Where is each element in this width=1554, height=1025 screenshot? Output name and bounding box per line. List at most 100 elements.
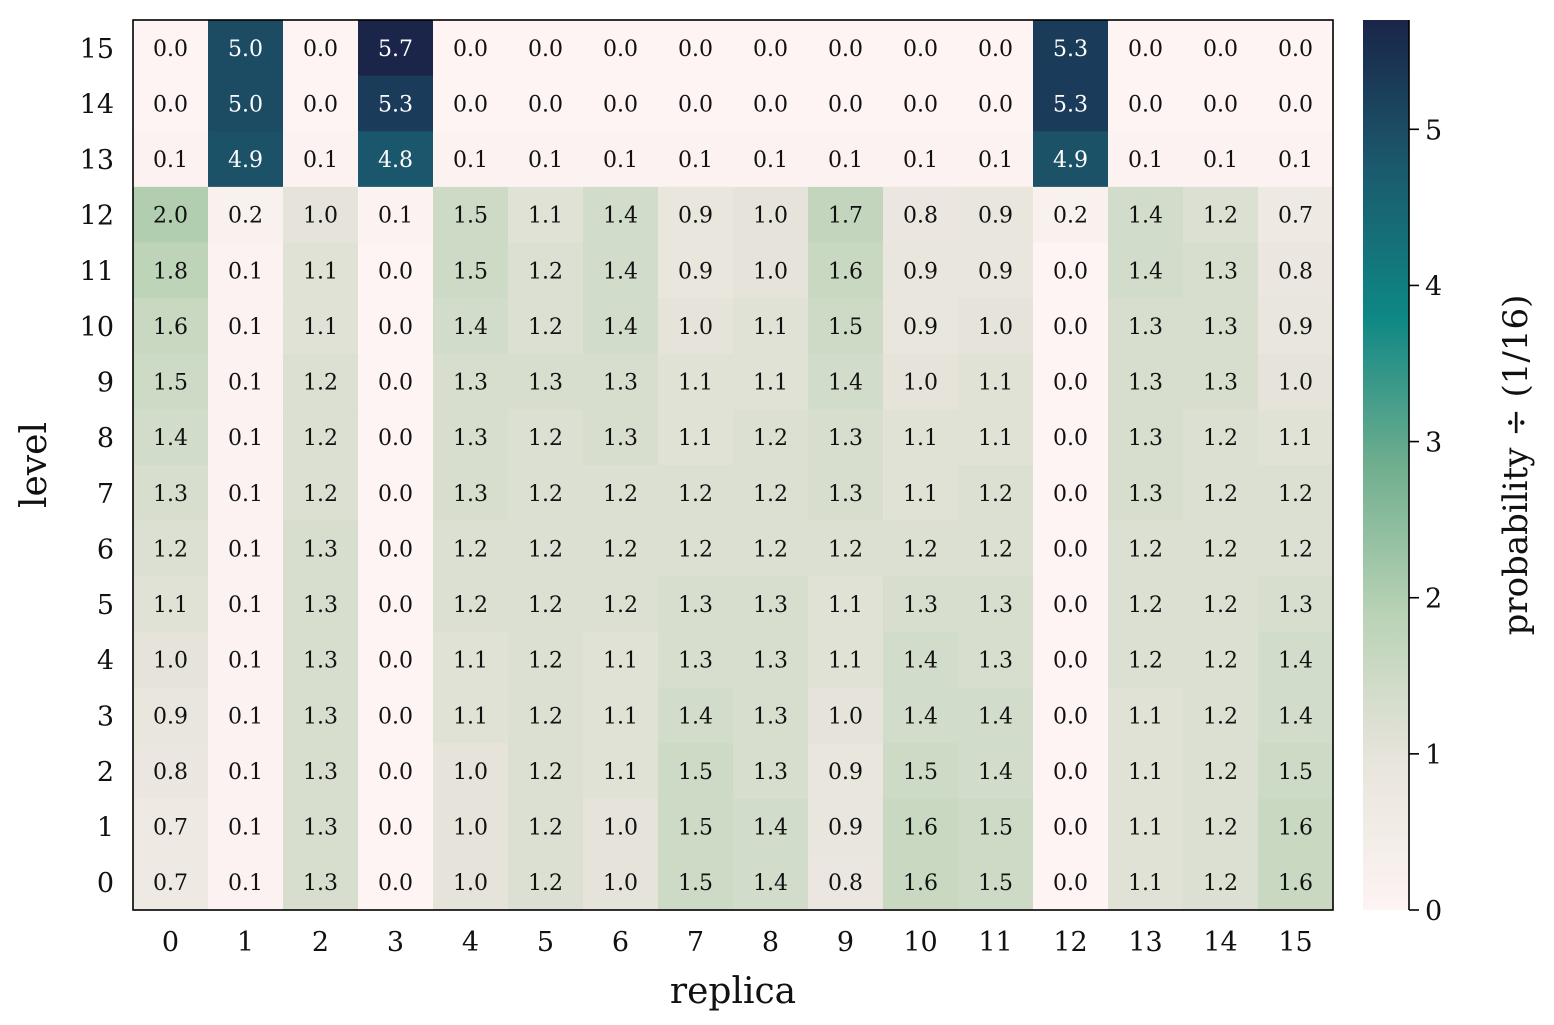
heatmap-cell (583, 186, 659, 244)
heatmap-cell (1183, 520, 1259, 577)
cell-value-label: 0.0 (1203, 92, 1238, 117)
heatmap-cell (208, 576, 284, 633)
cell-value-label: 0.0 (528, 92, 563, 117)
heatmap-cell (358, 75, 434, 132)
cell-value-label: 0.1 (828, 148, 863, 173)
heatmap-cell (958, 353, 1034, 410)
heatmap-cell (958, 186, 1034, 244)
cell-value-label: 1.1 (603, 649, 638, 674)
heatmap-cell (133, 353, 209, 410)
colorbar-title: probability ÷ (1/16) (1496, 295, 1536, 636)
cell-value-label: 1.6 (153, 315, 188, 340)
heatmap-cell (1108, 854, 1184, 911)
cell-value-label: 1.4 (903, 704, 938, 729)
heatmap-cell (958, 131, 1034, 188)
heatmap-cell (883, 75, 959, 132)
heatmap-cell (283, 131, 359, 188)
cell-value-label: 1.1 (603, 704, 638, 729)
heatmap-cell (808, 687, 884, 744)
cell-value-label: 5.0 (228, 92, 263, 117)
heatmap-cell (208, 353, 284, 410)
heatmap-cell (883, 20, 959, 77)
cell-value-label: 0.1 (228, 871, 263, 896)
cell-value-label: 0.1 (453, 148, 488, 173)
heatmap-cell (358, 353, 434, 410)
cell-value-label: 0.0 (1053, 426, 1088, 451)
heatmap-cell (1258, 409, 1334, 466)
cell-value-label: 1.1 (903, 426, 938, 451)
heatmap-cell (358, 520, 434, 577)
heatmap-cell (658, 298, 734, 355)
x-tick-label: 12 (1053, 927, 1087, 958)
cell-value-label: 1.2 (1203, 426, 1238, 451)
cell-value-label: 1.6 (828, 259, 863, 284)
x-tick-label: 2 (312, 927, 329, 958)
cell-value-label: 0.0 (1053, 816, 1088, 841)
heatmap-cell (208, 465, 284, 522)
heatmap-cell (433, 353, 509, 410)
x-axis-title: replica (670, 971, 796, 1012)
heatmap-cell (658, 353, 734, 410)
y-tick-label: 9 (97, 368, 114, 399)
heatmap-cell (1033, 854, 1109, 911)
heatmap-cell (133, 298, 209, 355)
cell-value-label: 0.9 (678, 204, 713, 229)
heatmap-cell (583, 75, 659, 132)
heatmap-cell (958, 409, 1034, 466)
cell-value-label: 0.0 (528, 37, 563, 62)
heatmap-cell (658, 20, 734, 77)
cell-value-label: 1.0 (753, 204, 788, 229)
heatmap-cell (958, 798, 1034, 855)
heatmap-cell (508, 75, 584, 132)
cell-value-label: 0.8 (828, 871, 863, 896)
heatmap-cell (283, 186, 359, 244)
heatmap-cell (358, 409, 434, 466)
cell-value-label: 1.2 (678, 482, 713, 507)
colorbar-tick-label: 1 (1425, 740, 1442, 771)
cell-value-label: 0.1 (228, 371, 263, 396)
cell-value-label: 1.0 (678, 315, 713, 340)
x-tick-label: 3 (387, 927, 404, 958)
heatmap-cell (958, 743, 1034, 800)
heatmap-cell (583, 131, 659, 188)
x-tick-label: 10 (903, 927, 937, 958)
cell-value-label: 1.3 (1128, 315, 1163, 340)
heatmap-cell (358, 131, 434, 188)
cell-value-label: 0.1 (903, 148, 938, 173)
heatmap-cell (1033, 353, 1109, 410)
heatmap-cell (1108, 242, 1184, 299)
heatmap-cell (883, 854, 959, 911)
cell-value-label: 0.1 (228, 649, 263, 674)
heatmap-cell (433, 854, 509, 911)
heatmap-cell (658, 465, 734, 522)
y-tick-label: 8 (97, 423, 114, 454)
heatmap-cell (283, 520, 359, 577)
heatmap-cell (1258, 465, 1334, 522)
heatmap-cell (658, 131, 734, 188)
cell-value-label: 1.1 (453, 704, 488, 729)
heatmap-cell (208, 798, 284, 855)
heatmap-cell (208, 743, 284, 800)
heatmap-cell (283, 743, 359, 800)
cell-value-label: 1.3 (528, 371, 563, 396)
heatmap-cell (1108, 298, 1184, 355)
heatmap-cell (808, 131, 884, 188)
heatmap-cell (1108, 520, 1184, 577)
heatmap-cell (1108, 465, 1184, 522)
heatmap-cell (283, 576, 359, 633)
heatmap-cell (508, 687, 584, 744)
heatmap-cells (133, 20, 1334, 911)
heatmap-cell (658, 631, 734, 689)
cell-value-label: 0.0 (1053, 760, 1088, 785)
heatmap-cell (208, 186, 284, 244)
heatmap-cell (583, 743, 659, 800)
cell-value-label: 1.3 (678, 649, 713, 674)
cell-value-label: 1.4 (603, 204, 638, 229)
cell-value-label: 1.3 (1128, 371, 1163, 396)
cell-value-label: 1.3 (753, 649, 788, 674)
cell-value-label: 5.0 (228, 37, 263, 62)
cell-value-label: 0.0 (603, 37, 638, 62)
cell-value-label: 1.0 (603, 871, 638, 896)
cell-value-label: 1.0 (453, 760, 488, 785)
heatmap-cell (733, 576, 809, 633)
